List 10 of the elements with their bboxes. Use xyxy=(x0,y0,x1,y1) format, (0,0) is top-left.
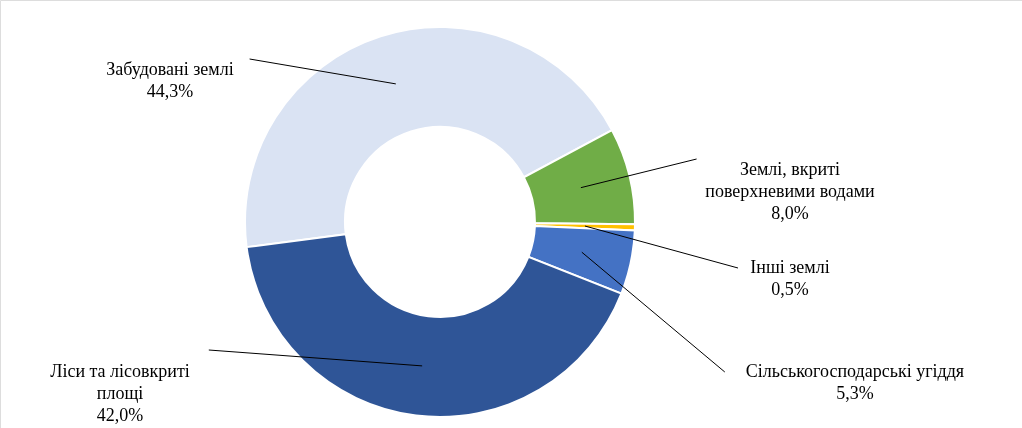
data-label: 5,3% xyxy=(836,383,874,403)
slice-label: Ліси та лісовкриті площі xyxy=(50,361,190,403)
data-label: 42,0% xyxy=(96,405,144,425)
data-label: 44,3% xyxy=(146,81,194,101)
slice-label: Сільськогосподарські угіддя xyxy=(745,361,965,381)
slice-label: Забудовані землі xyxy=(106,59,234,79)
slice-label: Інші землі xyxy=(750,257,830,277)
slice-label: Землі, вкриті поверхневими водами xyxy=(705,159,876,201)
data-label: 8,0% xyxy=(771,203,809,223)
data-label: 0,5% xyxy=(771,279,809,299)
